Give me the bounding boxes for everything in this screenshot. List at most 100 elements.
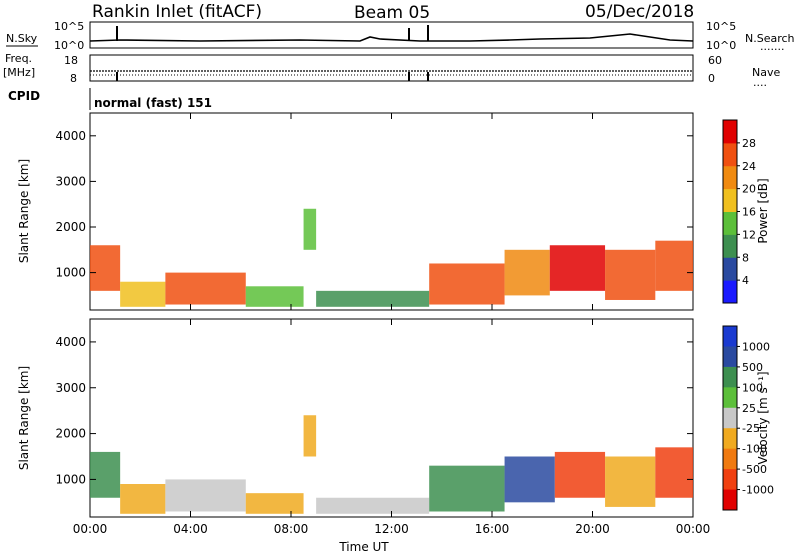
- x-tick-label: 20:00: [575, 522, 610, 536]
- velocity-region: [316, 497, 430, 514]
- velocity-xaxis: 00:00 04:00 08:00 12:00 16:00 20:00 00:00: [73, 319, 711, 536]
- power-colorbar-swatch: [723, 165, 737, 190]
- cpid-label: CPID: [8, 89, 40, 103]
- power-colorbar-swatch: [723, 142, 737, 167]
- colorbar-tick-label: 28: [742, 137, 756, 150]
- velocity-colorbar-swatch: [723, 326, 737, 347]
- power-region: [655, 240, 693, 291]
- power-region: [245, 286, 304, 307]
- power-colorbar-label: Power [dB]: [756, 178, 770, 243]
- nsearch-dots: .......: [760, 40, 784, 53]
- velocity-ylabel: Slant Range [km]: [17, 366, 31, 470]
- power-region: [429, 263, 505, 305]
- freq-frame: [89, 54, 694, 82]
- freq-label-2: [MHz]: [3, 66, 35, 79]
- x-tick-label: 04:00: [173, 522, 208, 536]
- velocity-colorbar-swatch: [723, 428, 737, 450]
- velocity-panel: 1000 2000 3000 4000 00:00 04:00 08:00 12:00 16:…: [17, 318, 774, 554]
- power-region: [605, 249, 656, 300]
- colorbar-tick-label: -1000: [742, 484, 774, 497]
- colorbar-tick-label: 24: [742, 160, 756, 173]
- nsky-trace: [89, 33, 694, 42]
- colorbar-tick-label: 4: [742, 274, 749, 287]
- velocity-region: [554, 451, 606, 498]
- power-colorbar-swatch: [723, 234, 737, 258]
- velocity-colorbar-swatch: [723, 489, 737, 511]
- nave-dots: ....: [753, 76, 767, 89]
- y-tick-label: 2000: [55, 427, 86, 441]
- freq-panel: Freq. [MHz] 18 8 60 0 Nave ....: [3, 52, 780, 89]
- power-region: [303, 208, 317, 250]
- colorbar-tick-label: 500: [742, 361, 763, 374]
- x-tick-label: 08:00: [274, 522, 309, 536]
- nsearch-label: N.Search: [745, 32, 795, 45]
- power-panel: 1000 2000 3000 4000 Slant Range [km] 4 8 12 16…: [17, 112, 770, 311]
- y-tick-label: 4000: [55, 129, 86, 143]
- velocity-colorbar-swatch: [723, 366, 737, 388]
- colorbar-tick-label: 16: [742, 206, 756, 219]
- x-tick-label: 00:00: [73, 522, 108, 536]
- nsky-panel: N.Sky 10^5 10^0 10^5 10^0 N.Search .....…: [6, 20, 795, 53]
- velocity-colorbar-swatch: [723, 387, 737, 409]
- x-tick-label: 00:00: [676, 522, 711, 536]
- power-region: [165, 272, 246, 305]
- y-tick-label: 3000: [55, 174, 86, 188]
- power-colorbar-swatch: [723, 280, 737, 304]
- colorbar-tick-label: 25: [742, 402, 756, 415]
- y-tick-label: 2000: [55, 220, 86, 234]
- y-tick-label: 3000: [55, 381, 86, 395]
- nsky-tick-top: 10^5: [54, 20, 84, 33]
- velocity-colorbar-swatch: [723, 469, 737, 491]
- velocity-region: [303, 415, 317, 457]
- power-yaxis: 1000 2000 3000 4000: [55, 129, 693, 280]
- colorbar-tick-label: 8: [742, 251, 749, 264]
- nsky-tick-bottom: 10^0: [54, 39, 84, 52]
- power-colorbar-swatch: [723, 120, 737, 144]
- colorbar-tick-label: -25: [742, 422, 760, 435]
- velocity-colorbar: 1000 500 100 25 -25 -100 -500 -1000: [722, 325, 774, 511]
- power-colorbar-swatch: [723, 257, 737, 281]
- y-tick-label: 1000: [55, 266, 86, 280]
- power-region: [549, 245, 606, 291]
- x-tick-label: 16:00: [475, 522, 510, 536]
- freq-label-1: Freq.: [5, 52, 32, 65]
- power-colorbar: 4 8 12 16 20 24 28: [722, 119, 756, 304]
- power-regions: [90, 208, 693, 307]
- power-xaxis: [89, 113, 694, 310]
- y-tick-label: 4000: [55, 335, 86, 349]
- colorbar-tick-label: -100: [742, 443, 767, 456]
- nave-tick-bottom: 0: [708, 72, 715, 85]
- velocity-region: [429, 465, 505, 512]
- velocity-colorbar-swatch: [723, 448, 737, 470]
- power-region: [90, 245, 121, 291]
- figure-title: Rankin Inlet (fitACF): [92, 2, 262, 22]
- velocity-regions: [90, 415, 693, 514]
- velocity-xlabel: Time UT: [338, 540, 389, 554]
- nsearch-tick-top: 10^5: [706, 20, 736, 33]
- velocity-colorbar-label: Velocity [m s⁻¹]: [756, 371, 770, 464]
- nsearch-tick-bottom: 10^0: [706, 39, 736, 52]
- cpid-value: normal (fast) 151: [94, 96, 212, 110]
- freq-tick-top: 18: [64, 54, 78, 67]
- velocity-region: [655, 447, 693, 498]
- power-colorbar-swatch: [723, 188, 737, 212]
- nave-tick-top: 60: [708, 54, 722, 67]
- velocity-yaxis: 1000 2000 3000 4000: [55, 335, 693, 486]
- power-region: [316, 290, 430, 307]
- velocity-region: [605, 456, 656, 507]
- nave-label: Nave: [752, 66, 780, 79]
- nsky-frame: [89, 21, 694, 49]
- velocity-region: [90, 451, 121, 498]
- y-tick-label: 1000: [55, 472, 86, 486]
- velocity-region: [165, 479, 246, 512]
- velocity-colorbar-swatch: [723, 407, 737, 429]
- velocity-colorbar-swatch: [723, 346, 737, 368]
- colorbar-tick-label: -500: [742, 463, 767, 476]
- colorbar-tick-label: 100: [742, 381, 763, 394]
- velocity-region: [504, 456, 555, 503]
- colorbar-tick-label: 1000: [742, 340, 770, 353]
- x-tick-label: 12:00: [374, 522, 409, 536]
- colorbar-tick-label: 20: [742, 183, 756, 196]
- velocity-region: [120, 484, 166, 514]
